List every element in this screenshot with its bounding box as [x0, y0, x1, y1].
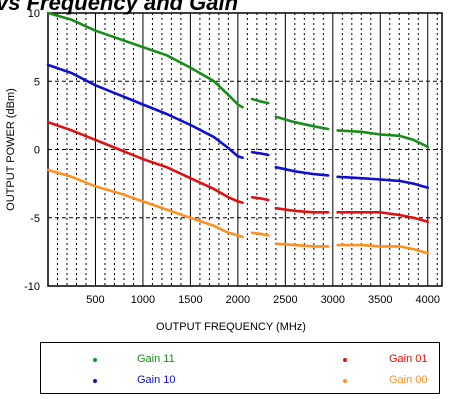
x-tick-label: 1000 [131, 294, 155, 306]
plot-frame [47, 12, 443, 287]
series-line-gain-00 [336, 243, 430, 255]
series-line-gain-11 [250, 97, 270, 105]
series-line-gain-01 [46, 120, 244, 204]
x-tick-label: 3000 [321, 294, 345, 306]
series-line-gain-10 [274, 165, 330, 177]
series-line-gain-10 [250, 150, 270, 157]
y-tick-label: 0 [34, 145, 40, 157]
plot-background [0, 0, 452, 340]
series-line-gain-00 [46, 168, 244, 239]
x-tick-label: 3500 [368, 294, 392, 306]
series-line-gain-10 [46, 63, 244, 159]
x-axis-label: OUTPUT FREQUENCY (MHz) [156, 321, 306, 333]
series-line-gain-11 [46, 11, 244, 109]
y-axis-label: OUTPUT POWER (dBm) [5, 88, 17, 211]
legend-marker-gain-10 [93, 379, 97, 383]
series-line-gain-01 [250, 196, 270, 202]
series-line-gain-11 [336, 129, 430, 149]
x-tick-label: 1500 [178, 294, 202, 306]
plot-area: 500 1000 1500 2000 2500 3000 3500 4000 -10 -5 0 5 10… [0, 0, 452, 340]
x-tick-label: 500 [86, 294, 104, 306]
series-line-gain-01 [274, 206, 330, 214]
x-tick-label: 2500 [273, 294, 297, 306]
y-tick-label: -10 [24, 281, 40, 293]
series-line-gain-10 [336, 175, 430, 189]
y-tick-label: 5 [34, 76, 40, 88]
series-line-gain-00 [250, 231, 270, 237]
legend: Gain 11 Gain 10 Gain 01 Gain 00 [40, 342, 440, 394]
legend-label-gain-11: Gain 11 [137, 353, 175, 365]
chart-title: vs Frequency and Gain [0, 0, 238, 16]
y-tick-label: -5 [30, 213, 40, 225]
legend-label-gain-10: Gain 10 [137, 374, 176, 386]
series-line-gain-00 [274, 242, 330, 248]
legend-marker-gain-11 [93, 358, 97, 362]
series-line-gain-11 [274, 115, 330, 131]
series-line-gain-01 [336, 211, 430, 224]
legend-label-gain-01: Gain 01 [389, 353, 428, 365]
x-tick-label: 4000 [416, 294, 440, 306]
legend-marker-gain-00 [343, 379, 347, 383]
legend-marker-gain-01 [343, 358, 347, 362]
x-tick-label: 2000 [226, 294, 250, 306]
legend-label-gain-00: Gain 00 [389, 374, 428, 386]
y-tick-label: 10 [28, 8, 40, 20]
